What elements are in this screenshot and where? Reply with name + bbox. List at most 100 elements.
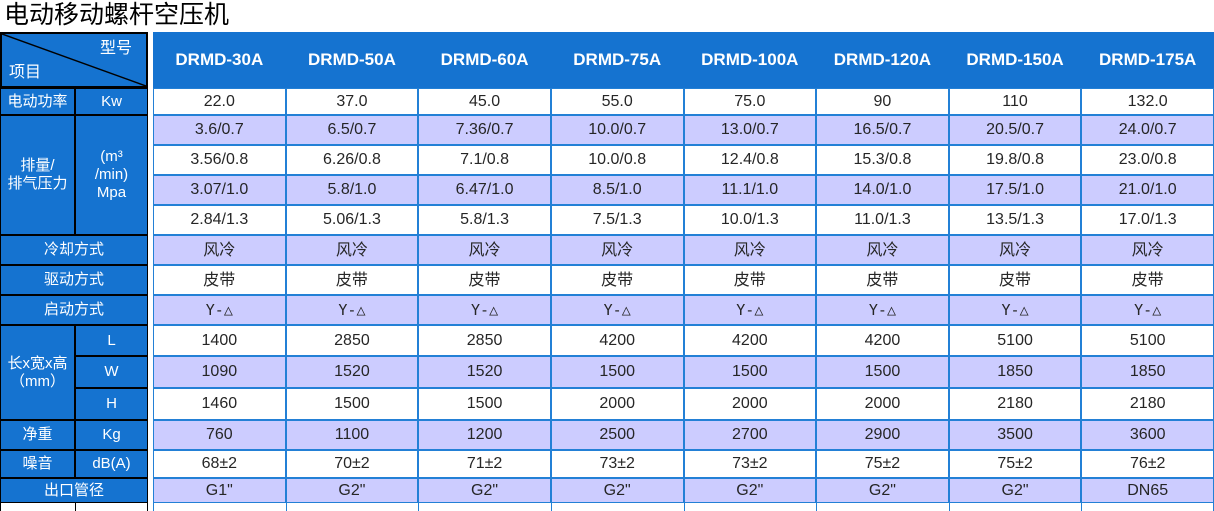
table-cell: 1090 — [153, 356, 286, 388]
table-cell: 68±2 — [153, 450, 286, 478]
table-cell: G2" — [683, 478, 817, 503]
partial-cell — [816, 503, 949, 511]
label-line: /min) — [94, 166, 129, 183]
table-cell: 2180 — [1081, 388, 1214, 420]
table-cell: 2000 — [816, 388, 949, 420]
table-cell: 皮带 — [948, 265, 1082, 295]
label-line: 排量/ — [20, 157, 55, 174]
table-cell: Y-△ — [418, 295, 551, 325]
row-unit-noise: dB(A) — [75, 450, 148, 478]
table-cell: 73±2 — [683, 450, 817, 478]
corner-model-label: 型号 — [99, 40, 132, 57]
table-cell: 12.4/0.8 — [683, 145, 817, 175]
table-cell: G1" — [153, 478, 286, 503]
partial-cell — [0, 503, 75, 511]
table-cell: 1520 — [285, 356, 419, 388]
table-cell: 皮带 — [285, 265, 419, 295]
table-cell: 7.1/0.8 — [418, 145, 551, 175]
column-header: DRMD-100A — [683, 32, 817, 88]
table-cell: G2" — [285, 478, 419, 503]
table-cell: 2850 — [418, 325, 551, 356]
table-cell: 76±2 — [1081, 450, 1214, 478]
table-cell: 3.6/0.7 — [153, 115, 286, 145]
table-cell: 2700 — [683, 420, 817, 450]
table-cell: 23.0/0.8 — [1081, 145, 1214, 175]
row-label-cooling: 冷却方式 — [0, 235, 148, 265]
table-cell: 3.07/1.0 — [153, 175, 286, 205]
table-cell: 4200 — [683, 325, 817, 356]
label-line: 排气压力 — [7, 175, 68, 192]
spec-table: 型号 项目 DRMD-30A DRMD-50A DRMD-60A DRMD-75A DR… — [0, 32, 1214, 511]
table-cell: 1500 — [550, 356, 684, 388]
table-cell: Y-△ — [948, 295, 1082, 325]
table-cell: 19.8/0.8 — [948, 145, 1082, 175]
table-cell: 7.5/1.3 — [550, 205, 684, 235]
table-cell: 1200 — [418, 420, 551, 450]
table-cell: 10.0/0.7 — [550, 115, 684, 145]
row-unit-displacement: (m³/min) Mpa — [75, 115, 148, 235]
table-cell: 6.5/0.7 — [285, 115, 419, 145]
partial-cell — [418, 503, 551, 511]
table-cell: 4200 — [550, 325, 684, 356]
table-cell: 3600 — [1081, 420, 1214, 450]
row-label-power: 电动功率 — [0, 88, 75, 115]
table-cell: 70±2 — [285, 450, 419, 478]
row-unit-dimension-L: L — [75, 325, 148, 356]
column-header: DRMD-150A — [948, 32, 1082, 88]
row-label-weight: 净重 — [0, 420, 75, 450]
table-cell: 皮带 — [683, 265, 817, 295]
table-cell: 45.0 — [418, 88, 551, 115]
column-header: DRMD-50A — [285, 32, 419, 88]
table-cell: 71±2 — [418, 450, 551, 478]
label-line: 长x宽x高 — [7, 354, 68, 372]
table-cell: 5.06/1.3 — [285, 205, 419, 235]
row-unit-dimension-H: H — [75, 388, 148, 420]
table-cell: 3.56/0.8 — [153, 145, 286, 175]
table-cell: Y-△ — [816, 295, 949, 325]
table-cell: 1500 — [418, 388, 551, 420]
table-cell: 55.0 — [550, 88, 684, 115]
table-cell: 皮带 — [153, 265, 286, 295]
table-cell: 2000 — [683, 388, 817, 420]
table-cell: 17.0/1.3 — [1081, 205, 1214, 235]
row-label-drive: 驱动方式 — [0, 265, 148, 295]
column-header: DRMD-75A — [550, 32, 684, 88]
table-cell: 1460 — [153, 388, 286, 420]
table-cell: 皮带 — [418, 265, 551, 295]
label-line: （mm） — [10, 372, 65, 390]
column-header: DRMD-60A — [418, 32, 551, 88]
table-cell: 4200 — [816, 325, 949, 356]
table-cell: 1500 — [816, 356, 949, 388]
table-cell: 5100 — [948, 325, 1082, 356]
corner-item-label: 项目 — [9, 63, 42, 81]
row-unit-power: Kw — [75, 88, 148, 115]
table-cell: 1100 — [285, 420, 419, 450]
table-cell: 3500 — [948, 420, 1082, 450]
table-cell: 10.0/1.3 — [683, 205, 817, 235]
partial-cell — [1081, 503, 1214, 511]
table-cell: 20.5/0.7 — [948, 115, 1082, 145]
table-cell: 风冷 — [683, 235, 817, 265]
table-cell: 1850 — [1081, 356, 1214, 388]
table-cell: 皮带 — [816, 265, 949, 295]
table-cell: 风冷 — [418, 235, 551, 265]
partial-cell — [285, 503, 419, 511]
table-cell: 110 — [948, 88, 1082, 115]
table-cell: Y-△ — [285, 295, 419, 325]
row-unit-dimension-W: W — [75, 356, 148, 388]
table-cell: 24.0/0.7 — [1081, 115, 1214, 145]
table-cell: 风冷 — [948, 235, 1082, 265]
table-cell: 风冷 — [153, 235, 286, 265]
table-cell: G2" — [816, 478, 949, 503]
table-cell: 5100 — [1081, 325, 1214, 356]
table-cell: 90 — [816, 88, 949, 115]
diagonal-line — [2, 34, 146, 86]
table-cell: 75±2 — [816, 450, 949, 478]
table-cell: 风冷 — [550, 235, 684, 265]
table-cell: 75.0 — [683, 88, 817, 115]
table-cell: 14.0/1.0 — [816, 175, 949, 205]
table-cell: Y-△ — [683, 295, 817, 325]
partial-cell — [948, 503, 1082, 511]
table-cell: 风冷 — [285, 235, 419, 265]
